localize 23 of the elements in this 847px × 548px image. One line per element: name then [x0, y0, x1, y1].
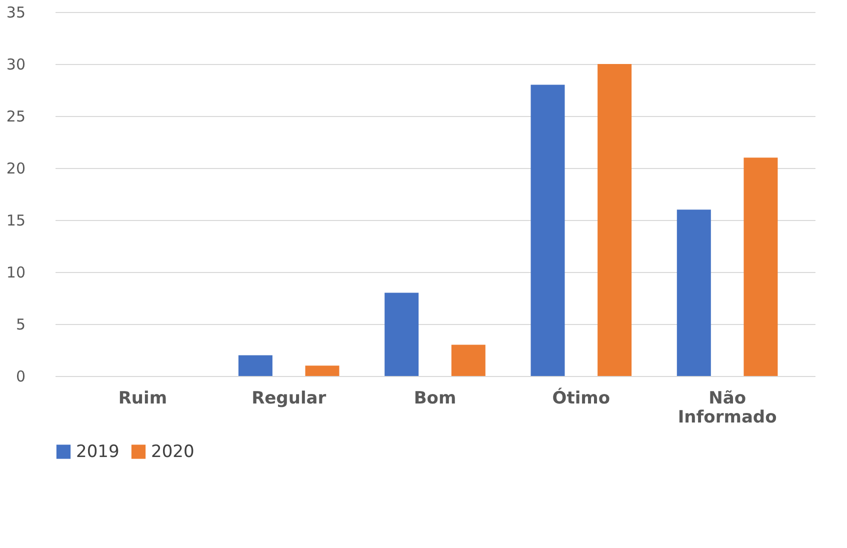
x-tick-label: Regular: [252, 388, 327, 408]
bar: [384, 292, 419, 376]
x-tick-label: Não Informado: [678, 388, 777, 428]
y-tick-label: 20: [6, 160, 26, 178]
x-tick-label: Ótimo: [552, 388, 610, 408]
bar: [451, 344, 486, 376]
bar: [598, 64, 632, 376]
x-tick-label: Ruim: [118, 388, 168, 408]
legend-label: 2020: [151, 442, 194, 462]
bar: [238, 355, 272, 376]
y-tick-label: 30: [6, 56, 26, 74]
y-tick-label: 35: [6, 4, 26, 22]
y-tick-label: 25: [6, 108, 26, 126]
y-tick-label: 5: [16, 316, 26, 334]
y-tick-label: 10: [6, 264, 26, 282]
y-tick-label: 0: [16, 368, 26, 386]
bar: [676, 210, 711, 376]
y-tick-label: 15: [6, 212, 26, 230]
bar: [305, 366, 340, 376]
bar: [530, 84, 565, 376]
legend-label: 2019: [76, 442, 120, 462]
bar: [744, 158, 778, 376]
x-tick-label: Bom: [414, 388, 456, 408]
